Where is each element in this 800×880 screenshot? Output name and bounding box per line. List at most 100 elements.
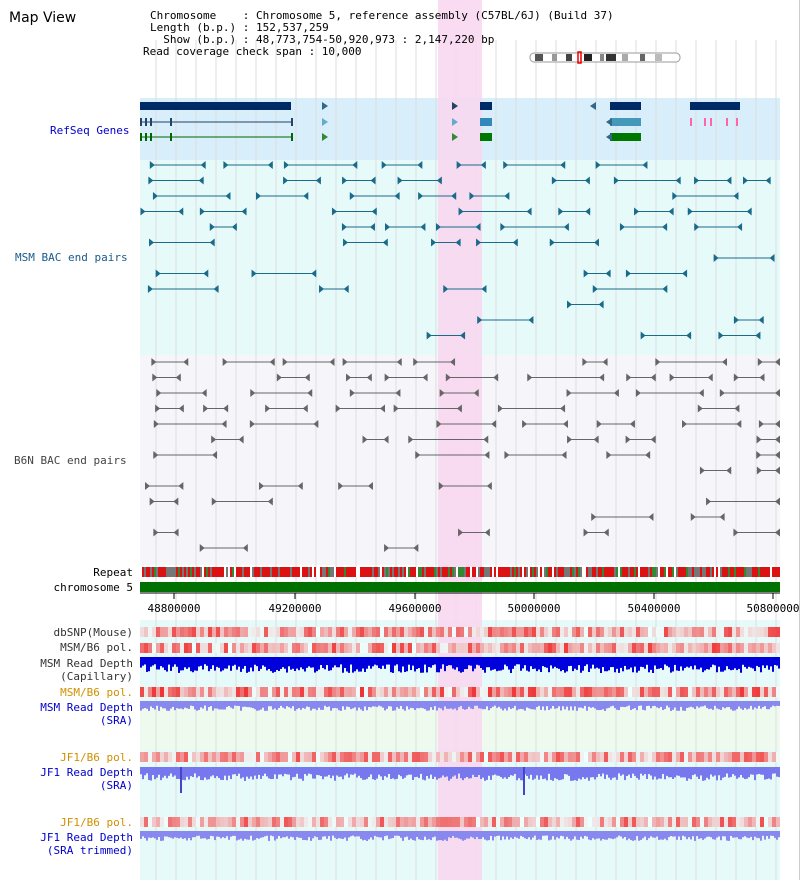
msm-sra-depth — [560, 701, 562, 711]
heat-cell — [592, 627, 596, 637]
heat-cell — [676, 752, 680, 762]
track-label-refseq[interactable]: RefSeq Genes — [50, 124, 130, 137]
msm-sra-depth — [698, 701, 700, 708]
track-label-msm-b6-pol-1[interactable]: MSM/B6 pol. — [60, 641, 133, 654]
jf1-trimmed-depth — [252, 831, 254, 841]
repeat-mark — [550, 567, 552, 577]
jf1-trimmed-depth — [164, 831, 166, 837]
jf1-trimmed-depth — [312, 831, 314, 839]
msm-capillary-depth — [638, 657, 640, 671]
msm-sra-depth — [206, 701, 208, 711]
heat-cell — [176, 643, 180, 653]
msm-bac-pair-end — [319, 285, 325, 293]
msm-capillary-depth — [356, 657, 358, 670]
heat-cell — [644, 687, 648, 697]
msm-sra-depth — [596, 701, 598, 710]
repeat-mark — [400, 567, 402, 577]
msm-capillary-depth — [200, 657, 202, 666]
heat-cell — [628, 817, 632, 827]
msm-sra-depth — [718, 701, 720, 710]
jf1-sra-depth — [270, 767, 272, 780]
jf1-sra-depth — [494, 767, 496, 775]
msm-capillary-depth — [336, 657, 338, 668]
repeat-mark — [264, 567, 266, 577]
msm-sra-depth — [660, 701, 662, 707]
repeat-mark — [238, 567, 240, 577]
b6n-bac-pair-end — [699, 466, 705, 475]
msm-sra-depth — [424, 701, 426, 710]
heat-cell — [348, 687, 352, 697]
repeat-mark — [590, 567, 592, 577]
repeat-mark — [496, 567, 498, 577]
repeat-mark — [508, 567, 510, 577]
heat-cell — [156, 687, 160, 697]
track-label-msm-bac[interactable]: MSM BAC end pairs — [15, 251, 128, 264]
heat-cell — [504, 752, 508, 762]
msm-sra-depth — [520, 701, 522, 709]
msm-capillary-depth — [412, 657, 414, 666]
track-label-jf1-depth-sra[interactable]: JF1 Read Depth (SRA) — [40, 766, 133, 792]
heat-cell — [380, 752, 384, 762]
heat-cell — [500, 643, 504, 653]
jf1-sra-depth — [678, 767, 680, 776]
jf1-trimmed-depth — [368, 831, 370, 840]
jf1-sra-depth — [758, 767, 760, 774]
msm-capillary-depth — [320, 657, 322, 666]
heat-cell — [468, 627, 472, 637]
jf1-trimmed-depth — [770, 831, 772, 836]
jf1-sra-depth — [296, 767, 298, 774]
b6n-bac-pair-end — [349, 389, 355, 397]
msm-sra-depth — [338, 701, 340, 711]
msm-sra-depth — [156, 701, 158, 706]
b6n-bac-pair-end — [682, 420, 688, 428]
repeat-mark — [602, 567, 604, 577]
jf1-sra-depth — [676, 767, 678, 776]
heat-cell — [348, 817, 352, 827]
msm-bac-pair-end — [225, 192, 231, 200]
jf1-trimmed-depth — [328, 831, 330, 837]
jf1-trimmed-depth — [440, 831, 442, 841]
msm-sra-depth — [570, 701, 572, 707]
jf1-trimmed-depth — [382, 831, 384, 841]
heat-cell — [504, 627, 508, 637]
jf1-sra-depth — [630, 767, 632, 778]
heat-cell — [144, 687, 148, 697]
jf1-trimmed-depth — [726, 831, 728, 841]
msm-sra-depth — [464, 701, 466, 710]
heat-cell — [296, 752, 300, 762]
track-label-jf1-depth-trimmed[interactable]: JF1 Read Depth (SRA trimmed) — [40, 831, 133, 857]
repeat-mark — [502, 567, 504, 577]
jf1-trimmed-depth — [154, 831, 156, 839]
msm-capillary-depth — [526, 657, 528, 671]
msm-capillary-depth — [418, 657, 420, 669]
jf1-trimmed-depth — [714, 831, 716, 840]
jf1-sra-depth — [620, 767, 622, 776]
track-label-repeat[interactable]: Repeat — [93, 566, 133, 579]
heat-cell — [520, 752, 524, 762]
msm-sra-depth — [236, 701, 238, 706]
track-label-dbsnp[interactable]: dbSNP(Mouse) — [53, 626, 133, 639]
track-label-msm-depth-capillary[interactable]: MSM Read Depth (Capillary) — [40, 657, 133, 683]
msm-sra-depth — [286, 701, 288, 707]
track-label-msm-b6-pol-2[interactable]: MSM/B6 pol. — [60, 686, 133, 699]
heat-cell — [540, 687, 544, 697]
heat-cell — [520, 817, 524, 827]
heat-cell — [452, 687, 456, 697]
heat-cell — [612, 687, 616, 697]
jf1-sra-depth — [532, 767, 534, 780]
axis-tick-label: 49600000 — [389, 602, 442, 615]
heat-cell — [180, 643, 184, 653]
b6n-bac-pair-end — [719, 513, 725, 521]
heat-cell — [460, 627, 464, 637]
track-label-b6n-bac[interactable]: B6N BAC end pairs — [14, 454, 127, 467]
msm-capillary-depth — [746, 657, 748, 669]
jf1-sra-depth — [220, 767, 222, 780]
heat-cell — [356, 817, 360, 827]
track-label-msm-depth-sra[interactable]: MSM Read Depth (SRA) — [40, 701, 133, 727]
b6n-bac-pair-end — [380, 404, 386, 413]
track-label-jf1-b6-pol-1[interactable]: JF1/B6 pol. — [60, 751, 133, 764]
track-label-jf1-b6-pol-2[interactable]: JF1/B6 pol. — [60, 816, 133, 829]
jf1-sra-depth — [320, 767, 322, 776]
heat-cell — [292, 752, 296, 762]
heat-cell — [284, 752, 288, 762]
